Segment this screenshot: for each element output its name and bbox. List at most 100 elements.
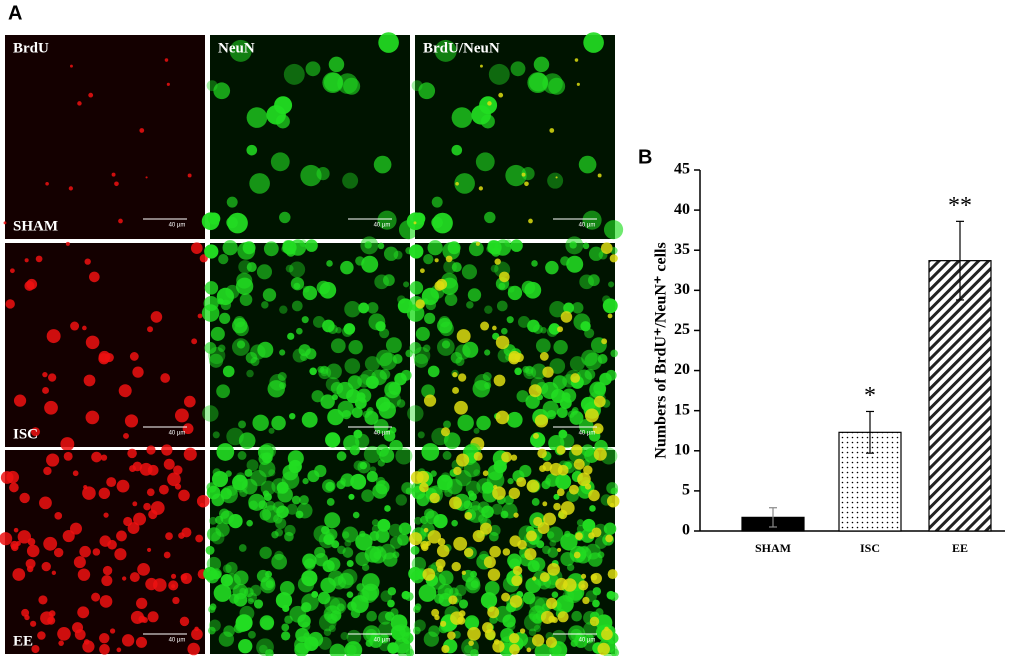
cell bbox=[342, 172, 359, 189]
cell bbox=[297, 576, 315, 593]
cell bbox=[296, 327, 303, 335]
cell bbox=[544, 477, 551, 485]
cell bbox=[583, 465, 593, 475]
cell bbox=[560, 256, 570, 266]
cell bbox=[13, 394, 27, 407]
cell bbox=[42, 387, 50, 394]
cell bbox=[164, 58, 169, 62]
cell bbox=[337, 73, 358, 94]
cell bbox=[147, 326, 154, 333]
cell bbox=[593, 382, 607, 395]
cell bbox=[79, 545, 91, 558]
cell bbox=[594, 536, 608, 549]
cell bbox=[233, 570, 249, 586]
cell bbox=[454, 400, 468, 415]
cell bbox=[92, 548, 101, 556]
cell bbox=[30, 427, 41, 437]
row-label: SHAM bbox=[13, 218, 58, 234]
cell bbox=[597, 173, 602, 178]
cell bbox=[409, 342, 422, 354]
cell bbox=[54, 511, 63, 520]
cell bbox=[171, 573, 177, 579]
cell bbox=[139, 128, 145, 133]
cell bbox=[336, 451, 347, 461]
cell bbox=[268, 469, 276, 477]
cell bbox=[359, 461, 368, 470]
cell bbox=[480, 592, 498, 609]
cell bbox=[590, 572, 602, 585]
cell bbox=[281, 623, 290, 632]
cell bbox=[581, 584, 586, 589]
cell bbox=[593, 447, 607, 461]
cell bbox=[204, 281, 219, 295]
cell bbox=[411, 482, 422, 493]
micrograph: 40 µm ISC bbox=[5, 241, 208, 452]
column-label: BrdU/NeuN bbox=[423, 40, 500, 56]
cell bbox=[13, 527, 19, 533]
scale-bar-label: 40 µm bbox=[169, 638, 186, 644]
cell bbox=[353, 429, 363, 439]
cell bbox=[196, 494, 210, 508]
cell bbox=[326, 260, 333, 267]
cell bbox=[163, 458, 175, 470]
cell bbox=[523, 613, 542, 632]
cell bbox=[339, 477, 346, 485]
cell bbox=[43, 466, 52, 476]
cell bbox=[83, 639, 90, 645]
cell bbox=[145, 176, 148, 179]
cell bbox=[510, 239, 523, 252]
cell bbox=[411, 80, 423, 92]
cell bbox=[413, 353, 429, 368]
cell bbox=[311, 590, 319, 598]
scale-bar-label: 40 µm bbox=[579, 223, 596, 229]
cell bbox=[409, 532, 423, 546]
cell bbox=[101, 575, 113, 587]
cell bbox=[346, 591, 354, 598]
cell bbox=[501, 592, 511, 602]
y-tick-label: 5 bbox=[682, 482, 690, 499]
cell bbox=[250, 469, 267, 487]
cell bbox=[246, 519, 253, 527]
cell bbox=[19, 492, 30, 504]
cell bbox=[246, 144, 258, 156]
cell bbox=[423, 631, 440, 647]
cell bbox=[256, 264, 273, 280]
cell bbox=[60, 437, 75, 452]
cell bbox=[45, 181, 49, 186]
cell bbox=[208, 605, 216, 614]
cell bbox=[316, 280, 331, 295]
cell bbox=[216, 443, 235, 461]
cell bbox=[220, 299, 232, 311]
cell bbox=[526, 647, 532, 653]
cell bbox=[238, 638, 253, 654]
cell bbox=[455, 181, 459, 186]
cell bbox=[326, 363, 342, 380]
cell bbox=[453, 536, 468, 551]
cell bbox=[326, 498, 335, 506]
cell bbox=[434, 258, 439, 263]
column-label: NeuN bbox=[218, 40, 255, 56]
cell bbox=[509, 632, 520, 644]
cell bbox=[205, 545, 215, 555]
bar bbox=[928, 260, 992, 532]
cell bbox=[383, 274, 395, 287]
cell bbox=[222, 564, 232, 574]
cell bbox=[344, 641, 363, 656]
cell bbox=[406, 304, 425, 322]
cell bbox=[70, 64, 73, 68]
cell bbox=[501, 451, 512, 463]
cell bbox=[209, 516, 217, 525]
cell bbox=[417, 431, 425, 439]
cell bbox=[457, 373, 467, 382]
cell bbox=[531, 576, 537, 581]
cell bbox=[513, 512, 519, 518]
cell bbox=[568, 484, 579, 495]
y-tick-label: 35 bbox=[674, 241, 690, 258]
cell bbox=[3, 221, 7, 225]
row-label: ISC bbox=[13, 426, 38, 442]
cell bbox=[323, 628, 332, 636]
cell bbox=[420, 268, 425, 274]
cell bbox=[427, 365, 440, 378]
cell bbox=[201, 304, 220, 322]
cell bbox=[560, 311, 573, 323]
